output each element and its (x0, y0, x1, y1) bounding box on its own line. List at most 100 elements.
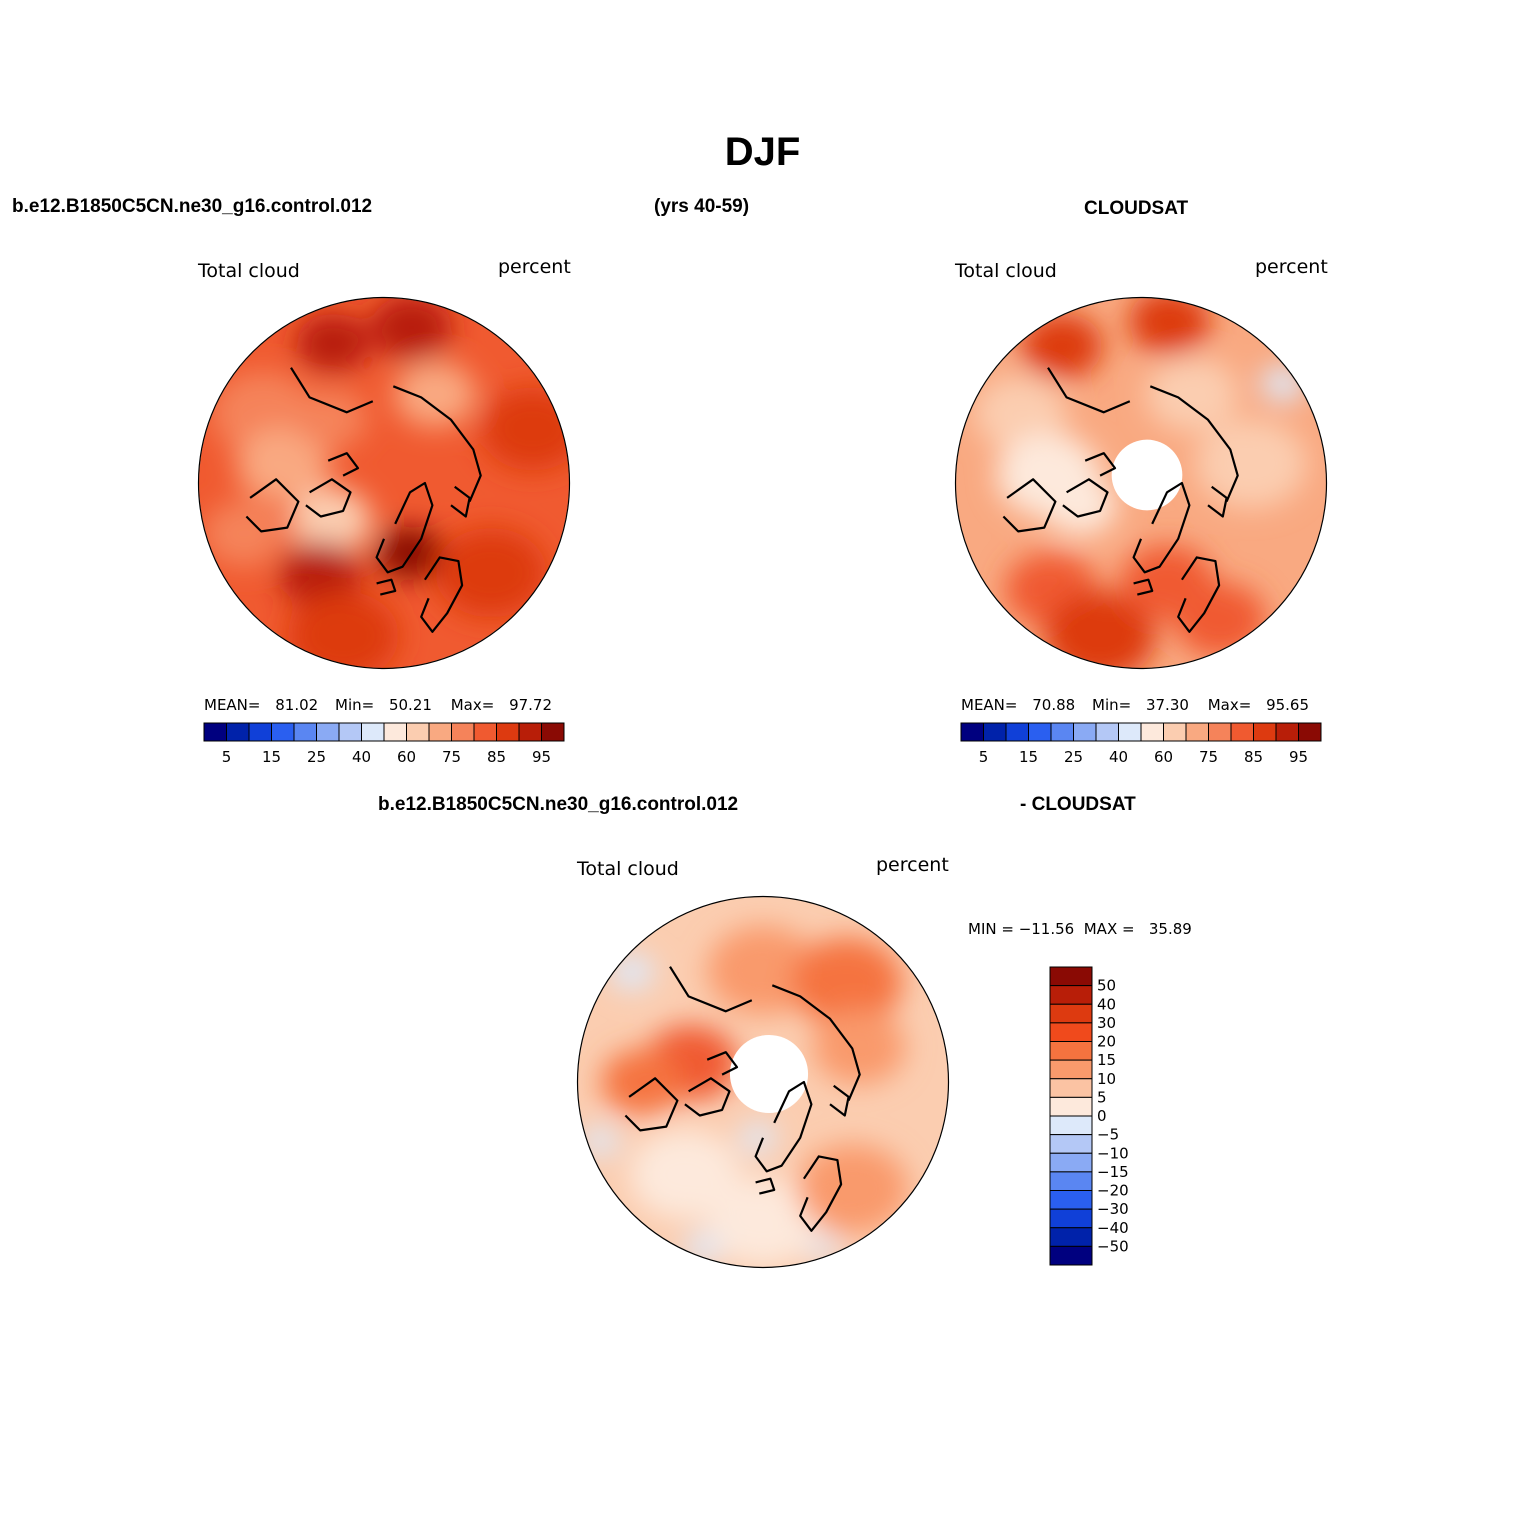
colorbar-tick-label: 25 (307, 748, 326, 766)
map-border (954, 296, 1328, 670)
years-label: (yrs 40-59) (654, 196, 750, 217)
coastline (392, 385, 482, 503)
coastline (771, 984, 861, 1102)
coastline (624, 1077, 679, 1132)
coastline (1149, 385, 1239, 503)
diff-polar-map (576, 895, 950, 1269)
colorbar-tick-label: 95 (532, 748, 551, 766)
field-blob (739, 1122, 777, 1153)
model-max-value: 97.72 (509, 696, 553, 714)
colorbar-swatch (496, 722, 520, 742)
colorbar-tick-label: −40 (1097, 1219, 1129, 1237)
obs-min-value: 37.30 (1145, 696, 1189, 714)
colorbar-tick-label: 20 (1097, 1033, 1116, 1051)
coastline (1132, 481, 1191, 574)
colorbar-swatch (960, 722, 984, 742)
colorbar-swatch (1095, 722, 1119, 742)
colorbar-tick-label: 50 (1097, 977, 1116, 995)
colorbar-swatch (1028, 722, 1052, 742)
colorbar-swatch (316, 722, 340, 742)
colorbar-swatch (248, 722, 272, 742)
coastline (245, 478, 300, 533)
colorbar-tick-label: 10 (1097, 1070, 1116, 1088)
colorbar-tick-label: 40 (1109, 748, 1128, 766)
colorbar-swatch (1049, 1003, 1093, 1024)
colorbar-swatch (1298, 722, 1322, 742)
colorbar-swatch (451, 722, 475, 742)
colorbar-swatch (1049, 1022, 1093, 1042)
field-blob (973, 376, 1067, 451)
colorbar-tick-label: 0 (1097, 1107, 1107, 1125)
obs-label: CLOUDSAT (1084, 198, 1189, 219)
colorbar-tick-label: −30 (1097, 1200, 1129, 1218)
field-blob (601, 1049, 684, 1115)
field-blob (370, 298, 453, 361)
colorbar-swatch (428, 722, 452, 742)
field-blob (295, 313, 371, 373)
diff-variable-label: Total cloud (577, 858, 679, 880)
colorbar-tick-label: 85 (487, 748, 506, 766)
coastline (754, 1080, 813, 1173)
coastline (1047, 367, 1131, 414)
coastline (706, 1051, 739, 1076)
colorbar-swatch (1049, 1078, 1093, 1098)
colorbar-swatch (293, 722, 317, 742)
field-blob (790, 937, 903, 1027)
colorbar-swatch (1049, 1115, 1093, 1136)
field-blob (435, 528, 547, 618)
colorbar-swatch (1208, 722, 1232, 742)
obs-variable-label: Total cloud (955, 260, 1057, 282)
colorbar-swatch (203, 722, 227, 742)
coastline (755, 1177, 776, 1195)
field-blob (279, 541, 361, 608)
model-polar-map (197, 296, 571, 670)
colorbar-swatch (1049, 1041, 1093, 1061)
colorbar-tick-label: 75 (442, 748, 461, 766)
colorbar-tick-label: 15 (1019, 748, 1038, 766)
colorbar-tick-label: −5 (1097, 1126, 1119, 1144)
colorbar-swatch (1049, 966, 1093, 987)
colorbar-swatch (1049, 1152, 1093, 1173)
colorbar-swatch (1049, 1059, 1093, 1080)
colorbar-tick-label: 40 (352, 748, 371, 766)
colorbar-tick-label: 40 (1097, 995, 1116, 1013)
colorbar-tick-label: 5 (222, 748, 232, 766)
colorbar-swatch (1049, 1245, 1093, 1266)
colorbar-swatch (361, 722, 385, 742)
obs-polar-map (954, 296, 1328, 670)
colorbar-tick-label: 75 (1199, 748, 1218, 766)
colorbar-tick-label: 85 (1244, 748, 1263, 766)
obs-mean-label: MEAN= (961, 696, 1018, 714)
colorbar-tick-label: −50 (1097, 1237, 1129, 1255)
diff-minmax: MIN = −11.56 MAX = 35.89 (968, 920, 1192, 938)
colorbar-tick-label: −20 (1097, 1182, 1129, 1200)
coastline (1177, 556, 1221, 633)
field-blob (1195, 418, 1307, 509)
colorbar-swatch (1049, 1134, 1093, 1154)
colorbar-tick-label: −15 (1097, 1163, 1129, 1181)
coastline (669, 966, 753, 1013)
coastline (684, 1077, 731, 1117)
obs-min-label: Min= (1092, 696, 1132, 714)
field-blob (292, 389, 368, 449)
field-blob (609, 954, 655, 990)
colorbar-swatch (338, 722, 362, 742)
diff-obs-label: - CLOUDSAT (1020, 794, 1136, 815)
coastline (1084, 452, 1117, 477)
field-blob (287, 591, 399, 668)
diff-units-label: percent (876, 854, 949, 876)
colorbar-swatch (1118, 722, 1142, 742)
coastline (1133, 578, 1154, 596)
field-blob (808, 1236, 839, 1260)
colorbar-tick-label: 15 (262, 748, 281, 766)
colorbar-tick-label: 25 (1064, 748, 1083, 766)
colorbar-swatch (1230, 722, 1254, 742)
colorbar-swatch (383, 722, 407, 742)
field-blob (203, 501, 286, 567)
map-border (576, 895, 950, 1269)
colorbar-swatch (1049, 1208, 1093, 1229)
colorbar-swatch (983, 722, 1007, 742)
colorbar-swatch (1049, 1171, 1093, 1191)
coastline (290, 367, 374, 414)
